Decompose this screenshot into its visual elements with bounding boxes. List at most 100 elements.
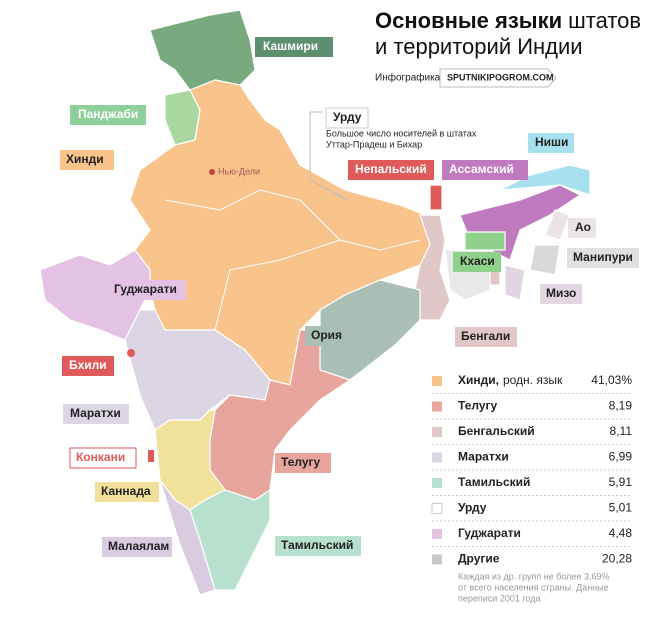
label-text: Непальский <box>355 162 427 176</box>
link-text[interactable]: SPUTNIKIPOGROM.COM <box>447 72 554 82</box>
title-bold: Основные языки <box>375 8 562 33</box>
legend-name: Урду <box>458 501 487 515</box>
legend-swatch <box>432 478 442 488</box>
legend-value: 5,91 <box>609 475 633 489</box>
label-text: Ассамский <box>449 162 514 176</box>
legend-value: 8,11 <box>610 424 633 438</box>
label-text: Гуджарати <box>114 282 177 296</box>
label: Хинди <box>60 150 114 170</box>
label-text: Ория <box>311 328 342 342</box>
region-manipur <box>529 244 561 276</box>
label-text: Конкани <box>76 450 125 464</box>
label-text: Бхили <box>69 358 107 372</box>
label-text: Каннада <box>101 484 151 498</box>
label-text: Малаялам <box>108 539 169 553</box>
label: Мизо <box>540 284 582 304</box>
label-text: Телугу <box>281 455 321 469</box>
legend-name: Маратхи <box>458 450 509 464</box>
footnote: от всего населения страны. Данные <box>458 582 609 592</box>
region-odisha <box>319 279 421 381</box>
legend-name: Хинди, <box>458 373 499 387</box>
label: Урду <box>325 107 369 129</box>
legend-value: 41,03% <box>591 373 632 387</box>
label-text: Бенгали <box>461 329 510 343</box>
region-konkani <box>148 450 154 462</box>
legend-value: 20,28 <box>602 552 632 566</box>
label: Кхаси <box>453 252 501 272</box>
title-rest: штатов <box>568 8 641 33</box>
label-text: Ао <box>575 220 591 234</box>
region-bhili <box>127 349 135 357</box>
border <box>214 239 341 331</box>
legend-name: Телугу <box>458 399 498 413</box>
label: Маратхи <box>63 404 129 424</box>
legend-value: 6,99 <box>609 450 633 464</box>
legend-value: 5,01 <box>609 501 633 515</box>
footnote: переписи 2001 года <box>458 593 541 603</box>
legend-name: Гуджарати <box>458 526 521 540</box>
label-text: Мизо <box>546 286 576 300</box>
legend-note: родн. язык <box>503 373 563 387</box>
label: Манипури <box>567 248 639 268</box>
label-text: Урду <box>333 110 362 124</box>
region-sikkim <box>429 184 443 211</box>
label-text: Тамильский <box>281 538 353 552</box>
region-ao <box>544 209 571 241</box>
title-line2: и территорий Индии <box>375 34 583 59</box>
label: Тамильский <box>275 536 361 556</box>
label: Кашмири <box>255 37 333 57</box>
link-box[interactable] <box>439 68 557 88</box>
label: Ория <box>305 326 349 346</box>
legend-value: 4,48 <box>609 526 633 540</box>
label: Ао <box>568 218 596 238</box>
legend-name: Тамильский <box>458 475 530 489</box>
label: Малаялам <box>102 537 172 557</box>
title-line1: Основные языки штатов <box>375 8 641 33</box>
region-tamil <box>189 488 271 591</box>
label-text: Ниши <box>535 135 568 149</box>
city-label: Нью-Дели <box>218 166 260 176</box>
legend: Хинди, родн. язык 41,03% Телугу 8,19 Бенгальс… <box>431 373 633 603</box>
legend-swatch <box>432 554 442 565</box>
label: Бхили <box>62 356 114 376</box>
city-dot <box>209 169 215 175</box>
footnote: Каждая из др. групп не более 3,69% <box>458 571 609 581</box>
region-khasi <box>464 231 506 251</box>
border <box>164 189 421 251</box>
label: Конкани <box>69 447 137 469</box>
region-bengal <box>414 214 451 321</box>
urdu-note: Уттар-Прадеш и Бихар <box>326 139 422 149</box>
region-mizo <box>504 264 526 301</box>
label: Телугу <box>275 453 331 473</box>
label: Гуджарати <box>108 280 186 300</box>
label-text: Кашмири <box>263 39 318 53</box>
label: Ниши <box>528 133 574 153</box>
legend-swatch <box>432 452 442 463</box>
legend-swatch <box>432 401 442 412</box>
label-text: Кхаси <box>460 254 495 268</box>
legend-name: Бенгальский <box>458 424 535 438</box>
title: Основные языки штатов и территорий Индии … <box>375 8 641 88</box>
legend-swatch <box>431 503 443 514</box>
label: Панджаби <box>70 105 146 125</box>
credit-label: Инфографика: <box>375 72 443 84</box>
legend-swatch <box>432 529 442 539</box>
map-labels: Кашмири Панджаби Хинди Урду Большое числ… <box>60 37 639 557</box>
label: Бенгали <box>455 327 517 347</box>
map: Нью-Дели <box>39 9 591 596</box>
label-text: Панджаби <box>78 107 138 121</box>
label: Непальский <box>348 160 434 180</box>
credit-link[interactable]: SPUTNIKIPOGROM.COM <box>439 68 557 88</box>
label-text: Маратхи <box>70 406 121 420</box>
label: Ассамский <box>442 160 528 180</box>
legend-swatch <box>432 376 442 386</box>
legend-value: 8,19 <box>609 399 633 413</box>
urdu-note: Большое число носителей в штатах <box>326 128 477 138</box>
legend-name: Другие <box>458 552 500 566</box>
legend-swatch <box>432 427 442 437</box>
region-kashmir <box>149 9 256 91</box>
label: Каннада <box>95 482 159 502</box>
leader <box>309 111 349 201</box>
